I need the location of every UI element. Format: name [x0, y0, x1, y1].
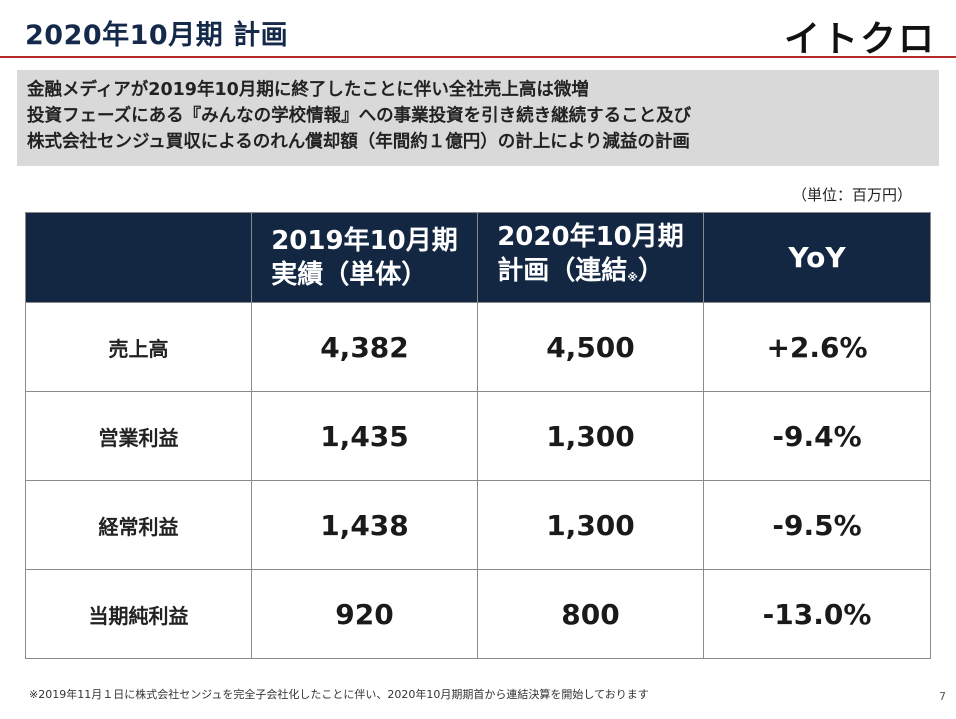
revenue-fy2019: 4,382: [251, 302, 478, 392]
revenue-fy2020: 4,500: [477, 302, 704, 392]
header-fy2020: 2020年10月期 計画（連結※）: [477, 212, 704, 303]
table-row: 当期純利益 920 800 -13.0%: [25, 569, 931, 659]
header-fy2020-note-mark: ※: [627, 271, 638, 284]
page-number: 7: [939, 690, 946, 703]
header-fy2019-period: 2019年10月期: [271, 225, 458, 256]
header-empty-cell: [25, 212, 252, 303]
row-label-ordinary-profit: 経常利益: [25, 480, 252, 570]
page-title: 2020年10月期 計画: [25, 20, 289, 51]
header-fy2020-type-main: 計画（連結: [497, 256, 628, 286]
summary-box: 金融メディアが2019年10月期に終了したことに伴い全社売上高は微増 投資フェー…: [17, 70, 939, 166]
row-label-operating-profit: 営業利益: [25, 391, 252, 481]
footnote: ※2019年11月１日に株式会社センジュを完全子会社化したことに伴い、2020年…: [29, 688, 649, 701]
summary-line-1: 金融メディアが2019年10月期に終了したことに伴い全社売上高は微増: [27, 80, 589, 100]
net-income-fy2020: 800: [477, 569, 704, 659]
table-header-row: 2019年10月期 実績（単体） 2020年10月期 計画（連結※） YoY: [25, 212, 931, 303]
operating-profit-fy2020: 1,300: [477, 391, 704, 481]
row-label-net-income: 当期純利益: [25, 569, 252, 659]
ordinary-profit-yoy: -9.5%: [703, 480, 931, 570]
net-income-yoy: -13.0%: [703, 569, 931, 659]
header-fy2020-period: 2020年10月期: [497, 222, 684, 252]
summary-line-2: 投資フェーズにある『みんなの学校情報』への事業投資を引き続き継続すること及び: [27, 106, 692, 126]
revenue-yoy: +2.6%: [703, 302, 931, 392]
header-fy2019: 2019年10月期 実績（単体）: [251, 212, 478, 303]
net-income-fy2019: 920: [251, 569, 478, 659]
header-yoy: YoY: [703, 212, 931, 303]
financial-plan-table: 2019年10月期 実績（単体） 2020年10月期 計画（連結※） YoY 売…: [25, 212, 931, 659]
header-fy2019-type: 実績（単体）: [271, 259, 428, 290]
title-divider: [0, 56, 956, 58]
header-fy2020-type: 計画（連結※）: [497, 254, 684, 295]
operating-profit-yoy: -9.4%: [703, 391, 931, 481]
unit-note: （単位：百万円）: [791, 186, 912, 204]
operating-profit-fy2019: 1,435: [251, 391, 478, 481]
summary-line-3: 株式会社センジュ買収によるのれん償却額（年間約１億円）の計上により減益の計画: [27, 132, 690, 152]
table-row: 営業利益 1,435 1,300 -9.4%: [25, 391, 931, 481]
ordinary-profit-fy2020: 1,300: [477, 480, 704, 570]
row-label-revenue: 売上高: [25, 302, 252, 392]
ordinary-profit-fy2019: 1,438: [251, 480, 478, 570]
header-fy2020-type-close: ）: [637, 256, 664, 286]
table-row: 売上高 4,382 4,500 +2.6%: [25, 302, 931, 392]
company-logo: イトクロ: [783, 19, 936, 60]
table-row: 経常利益 1,438 1,300 -9.5%: [25, 480, 931, 570]
